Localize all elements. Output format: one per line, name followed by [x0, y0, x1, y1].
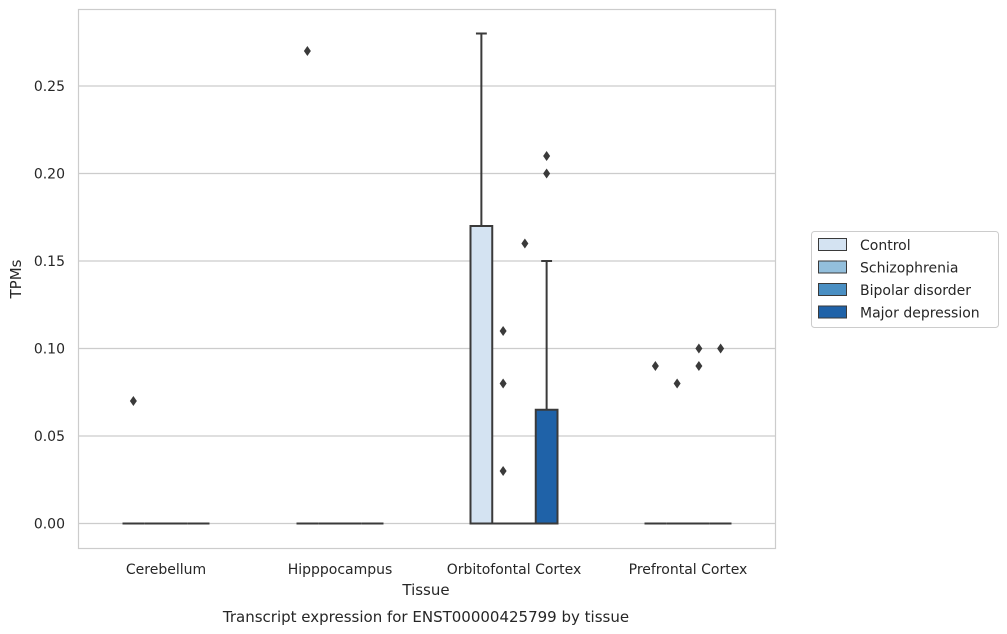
outlier-point — [521, 238, 529, 249]
legend-swatch — [818, 238, 847, 251]
box-series — [122, 32, 732, 525]
outlier-point — [695, 361, 703, 371]
grid-lines — [79, 85, 775, 525]
legend-frame — [811, 231, 999, 328]
x-tick-label: Orbitofontal Cortex — [447, 562, 582, 578]
legend-label: Schizophrenia — [860, 261, 958, 277]
y-tick-labels: 0.00 0.05 0.10 0.15 0.20 0.25 — [34, 79, 65, 533]
plot-frame — [77, 8, 777, 550]
y-tick-label: 0.20 — [34, 167, 65, 183]
outlier-point — [499, 466, 507, 476]
outlier-point — [303, 46, 311, 56]
y-tick-label: 0.10 — [34, 342, 65, 358]
box-major-depression — [534, 260, 559, 525]
legend-swatch — [818, 260, 847, 274]
x-tick-labels: Cerebellum Hipppocampus Orbitofontal Corte… — [126, 562, 747, 578]
outlier-point — [543, 151, 551, 161]
x-tick-label: Hipppocampus — [288, 562, 393, 578]
legend-swatch — [818, 305, 847, 319]
legend-label: Major depression — [860, 306, 980, 322]
legend-swatch — [818, 283, 847, 296]
chart-caption: Transcript expression for ENST0000042579… — [222, 608, 629, 626]
legend-label: Control — [860, 238, 911, 254]
x-axis-label: Tissue — [401, 581, 449, 599]
outlier-markers — [129, 46, 725, 476]
outlier-point — [717, 343, 725, 354]
x-tick-label: Cerebellum — [126, 562, 206, 578]
outlier-point — [499, 326, 507, 336]
outlier-point — [543, 168, 551, 179]
outlier-point — [129, 396, 137, 406]
outlier-point — [651, 361, 659, 371]
outlier-point — [695, 343, 703, 354]
box-body — [469, 225, 494, 525]
box-body — [534, 408, 559, 525]
y-tick-label: 0.05 — [34, 429, 65, 445]
box-control — [469, 32, 494, 525]
legend-label: Bipolar disorder — [860, 283, 971, 299]
y-tick-label: 0.25 — [34, 79, 65, 95]
x-tick-label: Prefrontal Cortex — [629, 562, 748, 578]
legend: Control Schizophrenia Bipolar disorder Majo… — [811, 231, 999, 328]
outlier-point — [673, 378, 681, 389]
y-tick-label: 0.00 — [34, 517, 65, 533]
y-axis-label: TPMs — [7, 259, 25, 299]
outlier-point — [499, 378, 507, 389]
y-tick-label: 0.15 — [34, 254, 65, 270]
